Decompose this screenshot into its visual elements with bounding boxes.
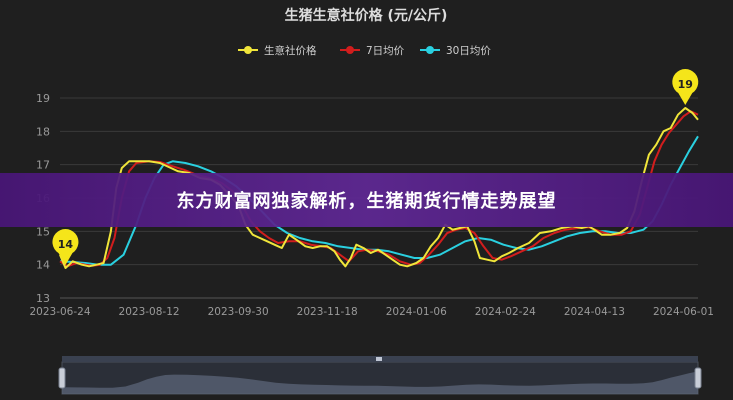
- slider-overview-area: [62, 371, 698, 394]
- slider-handle-right[interactable]: [694, 367, 702, 389]
- chart-legend: 生意社价格 7日均价 30日均价: [238, 44, 491, 57]
- x-tick-label: 2024-06-01: [653, 306, 714, 318]
- annotation-pin-shape: [52, 229, 79, 265]
- legend-item: 生意社价格: [238, 44, 317, 57]
- chart-title: 生猪生意社价格 (元/公斤): [285, 7, 448, 24]
- annotation-pin-shape: [672, 69, 699, 105]
- series-line-30日均价: [59, 135, 699, 266]
- y-tick-label: 18: [36, 125, 50, 138]
- legend-swatch-dot: [426, 46, 434, 54]
- x-tick-label: 2024-01-06: [386, 306, 447, 318]
- annotation-pin: 14: [52, 229, 79, 265]
- y-tick-label: 15: [36, 225, 50, 238]
- x-tick-label: 2023-06-24: [29, 306, 90, 318]
- data-zoom-slider[interactable]: [58, 356, 702, 395]
- y-tick-label: 13: [36, 292, 50, 305]
- y-tick-label: 17: [36, 159, 50, 172]
- headline-text: 东方财富网独家解析，生猪期货行情走势展望: [176, 191, 557, 212]
- legend-label: 7日均价: [366, 45, 405, 57]
- series-layer: [59, 107, 699, 269]
- y-axis: 13141516171819: [36, 92, 50, 305]
- y-tick-label: 19: [36, 92, 50, 105]
- x-tick-label: 2024-04-13: [564, 306, 625, 318]
- slider-grip: [376, 357, 382, 361]
- annotation-layer: 14 19: [52, 69, 699, 265]
- x-tick-label: 2023-09-30: [208, 306, 269, 318]
- legend-item: 30日均价: [420, 45, 491, 57]
- annotation-pin: 19: [672, 69, 699, 105]
- x-tick-label: 2023-08-12: [119, 306, 180, 318]
- series-line-生意社价格: [59, 107, 699, 269]
- legend-label: 30日均价: [446, 45, 491, 57]
- x-tick-label: 2024-02-24: [475, 306, 536, 318]
- x-axis: 2023-06-24 2023-08-12 2023-09-30 2023-11-18…: [29, 297, 714, 318]
- headline-banner: 东方财富网独家解析，生猪期货行情走势展望: [0, 173, 733, 227]
- y-tick-label: 14: [36, 259, 50, 272]
- legend-item: 7日均价: [340, 45, 405, 57]
- slider-handle-left[interactable]: [58, 367, 66, 389]
- legend-swatch-dot: [244, 46, 252, 54]
- annotation-label: 14: [58, 238, 74, 251]
- legend-swatch-dot: [346, 46, 354, 54]
- x-tick-label: 2023-11-18: [297, 306, 358, 318]
- annotation-label: 19: [678, 78, 693, 91]
- legend-label: 生意社价格: [264, 44, 317, 57]
